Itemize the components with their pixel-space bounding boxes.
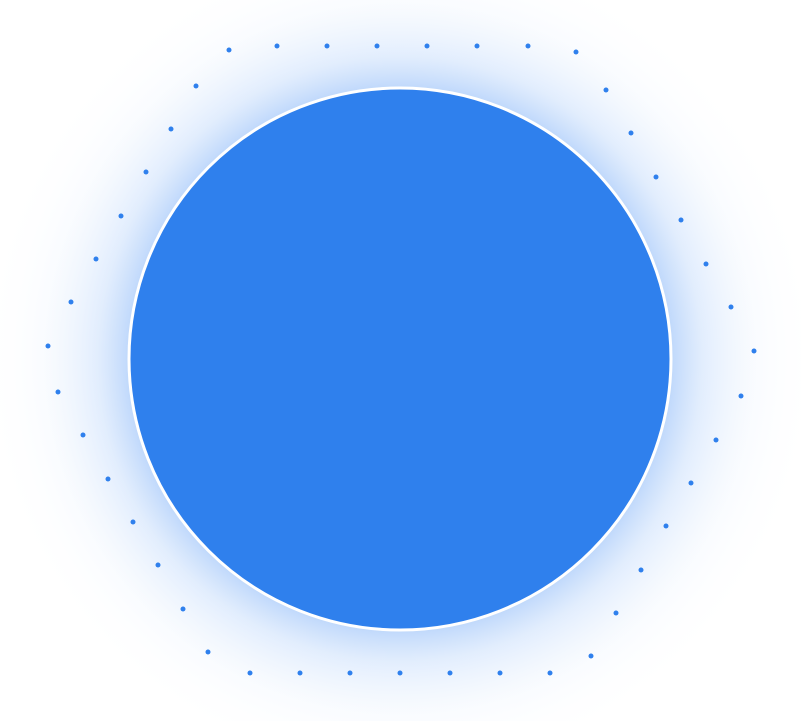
hexagon-dot [297, 670, 303, 676]
hexagon-dot [728, 304, 734, 310]
hexagon-dot [713, 437, 719, 443]
hexagon-dot [205, 649, 211, 655]
hexagon-dot [247, 670, 253, 676]
hexagon-dot [45, 343, 51, 349]
dotted-hexagon [45, 43, 757, 676]
hexagon-dot [653, 174, 659, 180]
blue-circle [127, 86, 673, 632]
hexagon-dot [603, 87, 609, 93]
hexagon-dot [118, 213, 124, 219]
hexagon-dot [474, 43, 480, 49]
hexagon-dot [424, 43, 430, 49]
hexagon-dot [226, 47, 232, 53]
hexagon-dot [130, 519, 136, 525]
hexagon-dot [638, 567, 644, 573]
hexagon-dot [55, 389, 61, 395]
hexagon-dot [738, 393, 744, 399]
hexagon-dot [547, 670, 553, 676]
hexagon-dot [588, 653, 594, 659]
hexagon-dot [168, 126, 174, 132]
hexagon-dot [347, 670, 353, 676]
hexagon-dot [613, 610, 619, 616]
hexagon-dot [628, 130, 634, 136]
hexagon-dot [143, 169, 149, 175]
hexagon-dot [663, 523, 669, 529]
hexagon-dot [678, 217, 684, 223]
hexagon-dot [193, 83, 199, 89]
hexagon-dot [374, 43, 380, 49]
hexagon-dot [274, 43, 280, 49]
hexagon-dot [68, 299, 74, 305]
hexagon-dot [573, 49, 579, 55]
hexagon-dot [93, 256, 99, 262]
hexagon-dot [447, 670, 453, 676]
hexagon-dot [155, 562, 161, 568]
hexagon-dot [703, 261, 709, 267]
hexagon-dot [525, 43, 531, 49]
hexagon-dot [105, 476, 111, 482]
hexagon-dot [80, 432, 86, 438]
hexagon-dot [751, 348, 757, 354]
hexagon-dot [397, 670, 403, 676]
hexagon-dot [180, 606, 186, 612]
hexagon-dot [497, 670, 503, 676]
hexagon-dot [688, 480, 694, 486]
hexagon-dot [324, 43, 330, 49]
